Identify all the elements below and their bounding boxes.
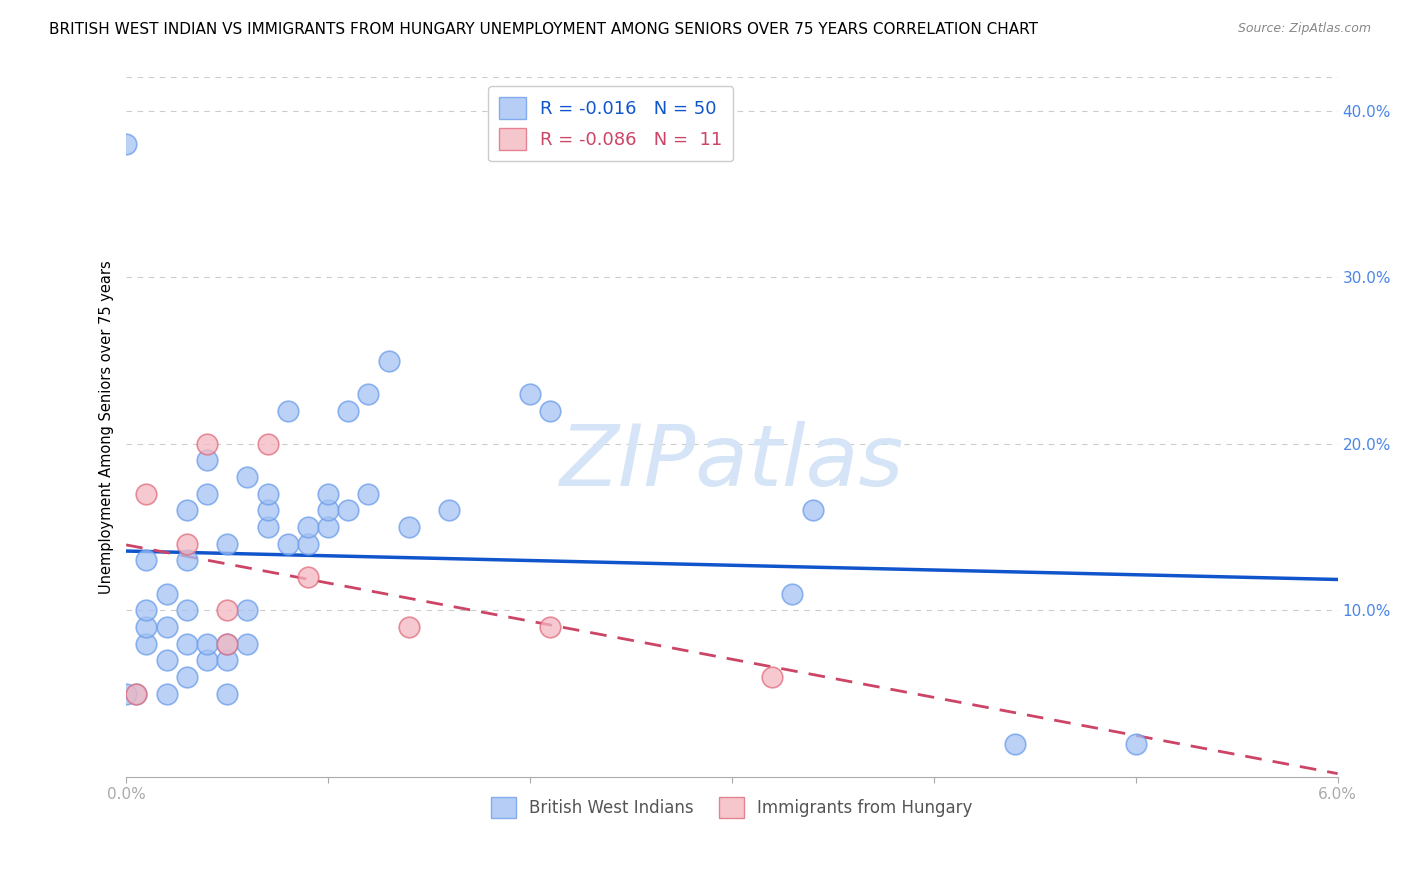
Point — [297, 570, 319, 584]
Point — [176, 603, 198, 617]
Point — [155, 687, 177, 701]
Point — [256, 503, 278, 517]
Point — [135, 603, 157, 617]
Text: ZIPatlas: ZIPatlas — [560, 421, 904, 504]
Text: Source: ZipAtlas.com: Source: ZipAtlas.com — [1237, 22, 1371, 36]
Point — [1004, 737, 1026, 751]
Point — [297, 520, 319, 534]
Point — [176, 553, 198, 567]
Point — [337, 503, 360, 517]
Point — [801, 503, 824, 517]
Point — [782, 587, 804, 601]
Point — [115, 687, 138, 701]
Point — [217, 653, 239, 667]
Point — [195, 487, 218, 501]
Point — [195, 653, 218, 667]
Point — [195, 453, 218, 467]
Y-axis label: Unemployment Among Seniors over 75 years: Unemployment Among Seniors over 75 years — [100, 260, 114, 594]
Point — [357, 387, 380, 401]
Point — [135, 637, 157, 651]
Point — [155, 587, 177, 601]
Point — [135, 553, 157, 567]
Point — [316, 503, 339, 517]
Point — [176, 637, 198, 651]
Point — [297, 537, 319, 551]
Point — [217, 637, 239, 651]
Point — [135, 487, 157, 501]
Point — [761, 670, 783, 684]
Point — [236, 637, 259, 651]
Point — [439, 503, 461, 517]
Point — [236, 470, 259, 484]
Point — [316, 520, 339, 534]
Point — [195, 637, 218, 651]
Point — [337, 403, 360, 417]
Point — [398, 520, 420, 534]
Point — [316, 487, 339, 501]
Point — [155, 653, 177, 667]
Point — [217, 603, 239, 617]
Point — [125, 687, 148, 701]
Point — [135, 620, 157, 634]
Point — [256, 520, 278, 534]
Point — [519, 387, 541, 401]
Point — [176, 537, 198, 551]
Point — [115, 136, 138, 151]
Point — [357, 487, 380, 501]
Point — [217, 687, 239, 701]
Point — [398, 620, 420, 634]
Point — [538, 403, 561, 417]
Point — [377, 353, 399, 368]
Point — [217, 537, 239, 551]
Point — [277, 537, 299, 551]
Point — [256, 437, 278, 451]
Point — [236, 603, 259, 617]
Point — [176, 503, 198, 517]
Point — [1125, 737, 1147, 751]
Text: BRITISH WEST INDIAN VS IMMIGRANTS FROM HUNGARY UNEMPLOYMENT AMONG SENIORS OVER 7: BRITISH WEST INDIAN VS IMMIGRANTS FROM H… — [49, 22, 1038, 37]
Point — [217, 637, 239, 651]
Point — [256, 487, 278, 501]
Point — [538, 620, 561, 634]
Point — [277, 403, 299, 417]
Point — [176, 670, 198, 684]
Point — [155, 620, 177, 634]
Point — [125, 687, 148, 701]
Legend: British West Indians, Immigrants from Hungary: British West Indians, Immigrants from Hu… — [485, 791, 980, 824]
Point — [195, 437, 218, 451]
